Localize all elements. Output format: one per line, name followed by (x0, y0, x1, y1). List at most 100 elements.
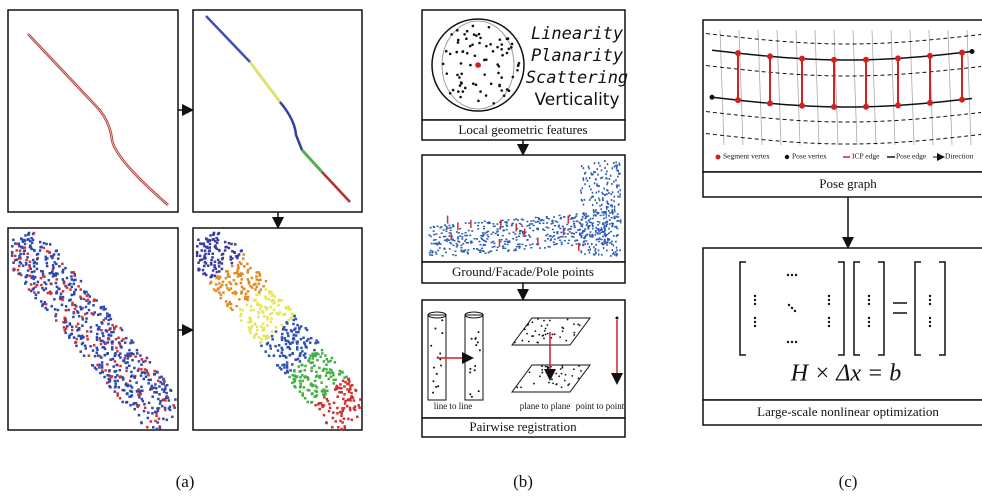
pole-point (457, 222, 459, 230)
ground-point (529, 236, 531, 238)
cloud-point (253, 336, 256, 339)
cloud-point (304, 356, 307, 359)
cloud-point (75, 338, 78, 341)
cloud-point (36, 258, 39, 261)
cloud-point (254, 288, 257, 291)
cloud-point (154, 383, 157, 386)
cloud-point (299, 352, 302, 355)
cloud-point (79, 306, 82, 309)
point (551, 378, 553, 380)
point (518, 62, 521, 65)
facade-point (601, 227, 603, 229)
ellipsis-dot (929, 295, 931, 297)
point (500, 89, 503, 92)
cloud-point (57, 309, 60, 312)
ground-point (554, 239, 556, 241)
cloud-point (318, 367, 321, 370)
cloud-point (141, 390, 144, 393)
ground-point (576, 221, 578, 223)
point (558, 375, 560, 377)
point (433, 367, 435, 369)
ground-point (560, 232, 562, 234)
facade-point (585, 213, 587, 215)
cloud-point (311, 393, 314, 396)
ground-point (504, 248, 506, 250)
ground-point (526, 221, 528, 223)
facade-point (590, 188, 592, 190)
cloud-point (110, 334, 113, 337)
classified-points-box (422, 155, 625, 262)
cloud-point (60, 293, 63, 296)
cloud-point (157, 398, 160, 401)
point (500, 48, 503, 51)
facade-point (589, 252, 591, 254)
point (478, 42, 481, 45)
cloud-point (217, 259, 220, 262)
cloud-point (323, 414, 326, 417)
cloud-point (162, 398, 165, 401)
ground-point (441, 232, 443, 234)
ground-point (446, 227, 448, 229)
facade-point (620, 221, 622, 223)
segment-vertex (799, 103, 805, 109)
cloud-point (74, 308, 77, 311)
point (564, 380, 566, 382)
cloud-point (65, 327, 68, 330)
cloud-point (85, 306, 88, 309)
cloud-point (24, 243, 27, 246)
ground-point (433, 230, 435, 232)
ground-point (479, 251, 481, 253)
cloud-point (99, 337, 102, 340)
cloud-point (159, 400, 162, 403)
cloud-point (156, 371, 159, 374)
cloud-point (14, 255, 17, 258)
cloud-point (110, 376, 113, 379)
point (445, 50, 448, 53)
cloud-point (227, 275, 230, 278)
point (571, 375, 573, 377)
ground-point (464, 249, 466, 251)
cloud-point (152, 426, 155, 429)
cloud-point (115, 347, 118, 350)
cloud-point (222, 281, 225, 284)
ground-point (502, 248, 504, 250)
point (457, 90, 460, 93)
cloud-point (294, 380, 297, 383)
cloud-point (243, 265, 246, 268)
ground-point (597, 232, 599, 234)
point (471, 43, 474, 46)
cloud-point (341, 407, 344, 410)
ground-point (456, 243, 458, 245)
cloud-point (248, 282, 251, 285)
ground-point (461, 238, 463, 240)
ground-point (466, 235, 468, 237)
point (501, 54, 504, 57)
cloud-point (156, 428, 159, 431)
cloud-point (81, 335, 84, 338)
facade-point (598, 162, 600, 164)
facade-point (616, 253, 618, 255)
ellipsis-dot (868, 325, 870, 327)
point (475, 344, 477, 346)
point (573, 323, 575, 325)
cloud-point (291, 363, 294, 366)
ground-point (568, 240, 570, 242)
ground-point (513, 219, 515, 221)
cloud-point (291, 312, 294, 315)
ground-point (495, 233, 497, 235)
cloud-point (173, 406, 176, 409)
cloud-point (149, 361, 152, 364)
cloud-point (289, 369, 292, 372)
ground-point (561, 242, 563, 244)
ground-point (483, 228, 485, 230)
ground-point (574, 227, 576, 229)
point (524, 328, 526, 330)
cloud-point (96, 364, 99, 367)
cloud-point (268, 298, 271, 301)
cloud-point (235, 283, 238, 286)
cloud-point (259, 308, 262, 311)
cloud-point (130, 354, 133, 357)
cloud-point (280, 368, 283, 371)
facade-point (618, 191, 620, 193)
cloud-point (303, 386, 306, 389)
